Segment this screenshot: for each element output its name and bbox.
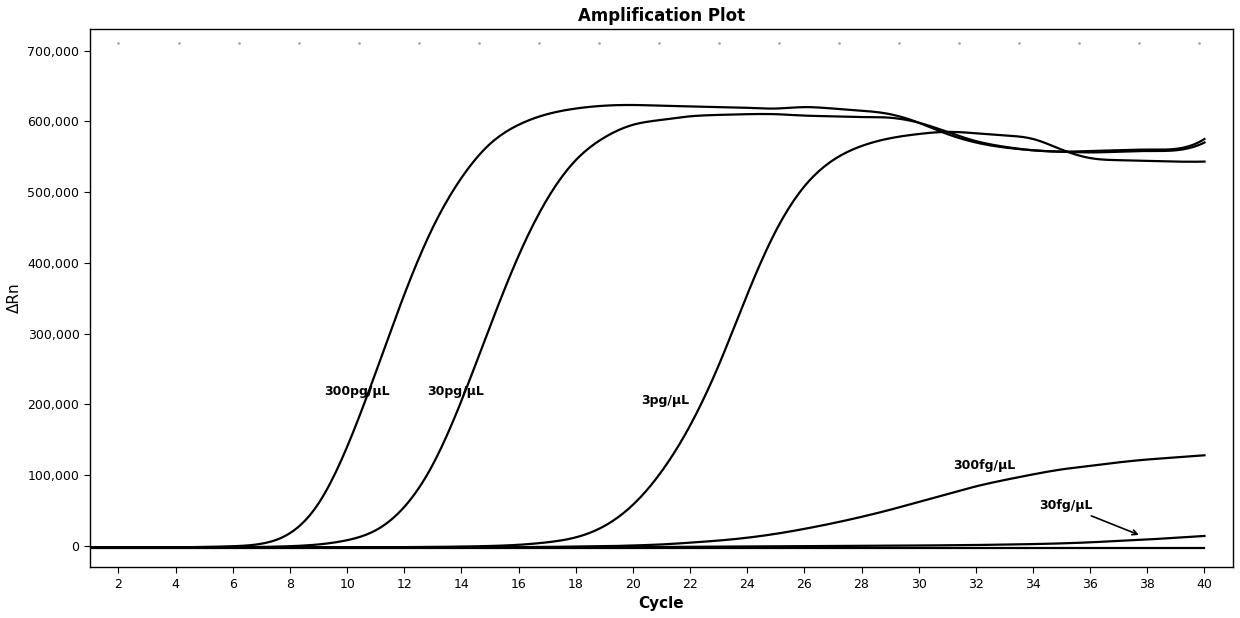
Text: 30fg/μL: 30fg/μL bbox=[1039, 499, 1137, 535]
Text: 300pg/μL: 300pg/μL bbox=[325, 385, 389, 398]
Text: 30pg/μL: 30pg/μL bbox=[427, 385, 484, 398]
Y-axis label: ΔRn: ΔRn bbox=[7, 283, 22, 313]
Text: 300fg/μL: 300fg/μL bbox=[954, 459, 1016, 472]
Text: 3pg/μL: 3pg/μL bbox=[641, 394, 689, 407]
Title: Amplification Plot: Amplification Plot bbox=[578, 7, 745, 25]
X-axis label: Cycle: Cycle bbox=[639, 596, 684, 611]
